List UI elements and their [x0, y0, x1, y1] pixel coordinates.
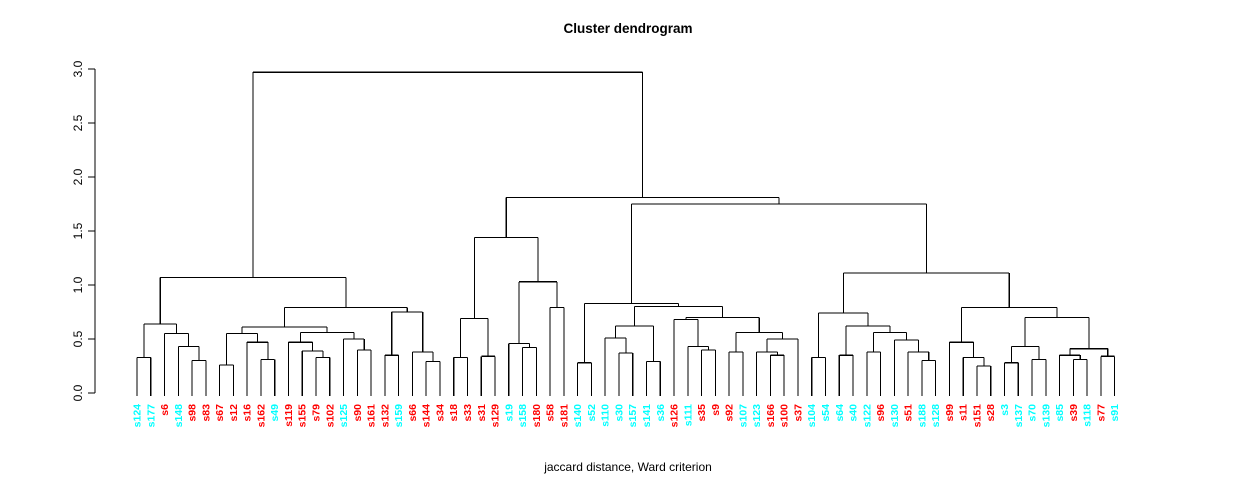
leaf-label: s34	[434, 404, 446, 422]
leaf-label: s144	[421, 404, 433, 428]
leaf-label: s40	[848, 404, 860, 422]
leaf-label: s140	[572, 404, 584, 428]
leaf-label: s58	[545, 404, 557, 422]
leaf-label: s83	[200, 404, 212, 422]
leaf-label: s36	[655, 404, 667, 422]
leaf-label: s180	[531, 404, 543, 428]
leaf-label: s12	[228, 404, 240, 422]
leaf-label: s151	[971, 404, 983, 428]
leaf-label: s118	[1082, 404, 1094, 427]
leaf-label: s141	[641, 404, 653, 428]
leaf-label: s64	[834, 404, 846, 422]
y-tick-label: 2.0	[71, 168, 85, 185]
leaf-label: s66	[407, 404, 419, 422]
leaf-label: s49	[269, 404, 281, 422]
y-tick-label: 0.0	[71, 384, 85, 401]
leaf-label: s123	[751, 404, 763, 428]
leaf-label: s99	[944, 404, 956, 422]
y-tick-label: 1.5	[71, 222, 85, 239]
leaf-label: s139	[1040, 404, 1052, 428]
leaf-label: s129	[490, 404, 502, 428]
leaf-label: s111	[682, 404, 694, 426]
leaf-label: s161	[366, 404, 378, 428]
leaf-label: s107	[737, 404, 749, 428]
leaf-label: s70	[1027, 404, 1039, 422]
leaf-label: s16	[242, 404, 254, 422]
leaf-label: s67	[214, 404, 226, 422]
leaf-label: s51	[903, 404, 915, 422]
leaf-label: s177	[145, 404, 157, 428]
leaf-label: s122	[861, 404, 873, 428]
leaf-label: s166	[765, 404, 777, 428]
leaf-label: s130	[889, 404, 901, 428]
leaf-label: s54	[820, 404, 832, 422]
leaf-label: s90	[352, 404, 364, 422]
leaf-label: s100	[779, 404, 791, 428]
figure-text: Cluster dendrogram jaccard distance, Ward…	[543, 21, 712, 474]
leaf-label: s18	[448, 404, 460, 422]
leaf-label: s148	[173, 404, 185, 428]
leaf-label: s35	[696, 404, 708, 422]
y-axis: 0.0 0.5 1.0 1.5 2.0 2.5 3.0	[71, 60, 96, 401]
leaf-label: s77	[1095, 404, 1107, 422]
leaf-labels: s124 s177 s6 s148 s98 s83 s67 s12 s16 s162 s49 s119…	[132, 404, 1122, 428]
leaf-label: s28	[985, 404, 997, 422]
leaf-label: s104	[806, 404, 818, 428]
y-tick-label: 1.0	[71, 276, 85, 293]
leaf-label: s159	[393, 404, 405, 428]
leaf-label: s137	[1013, 404, 1025, 428]
leaf-label: s157	[627, 404, 639, 428]
leaf-label: s158	[517, 404, 529, 428]
leaf-label: s126	[669, 404, 681, 428]
leaf-label: s98	[187, 404, 199, 422]
leaf-label: s91	[1109, 404, 1121, 422]
leaf-label: s125	[338, 404, 350, 428]
leaf-label: s79	[311, 404, 323, 422]
y-tick-label: 2.5	[71, 114, 85, 131]
leaf-label: s37	[792, 404, 804, 422]
leaf-label: s124	[132, 404, 144, 428]
chart-title: Cluster dendrogram	[563, 21, 692, 36]
leaf-label: s102	[324, 404, 336, 428]
dendrogram-tree	[136, 71, 1116, 396]
leaf-label: s11	[958, 404, 970, 421]
leaf-label: s162	[255, 404, 267, 428]
leaf-label: s155	[297, 404, 309, 428]
leaf-label: s110	[600, 404, 612, 427]
leaf-label: s92	[724, 404, 736, 422]
leaf-label: s96	[875, 404, 887, 422]
leaf-label: s9	[710, 404, 722, 416]
leaf-label: s6	[159, 404, 171, 416]
leaf-label: s132	[379, 404, 391, 428]
leaf-label: s3	[999, 404, 1011, 416]
leaf-label: s119	[283, 404, 295, 427]
leaf-label: s31	[476, 404, 488, 422]
leaf-label: s30	[613, 404, 625, 422]
leaf-label: s33	[462, 404, 474, 422]
y-tick-label: 3.0	[71, 60, 85, 77]
leaf-label: s181	[558, 404, 570, 428]
leaf-label: s52	[586, 404, 598, 422]
leaf-label: s19	[503, 404, 515, 422]
leaf-label: s188	[916, 404, 928, 428]
y-tick-label: 0.5	[71, 330, 85, 347]
leaf-label: s39	[1068, 404, 1080, 422]
x-axis-label: jaccard distance, Ward criterion	[543, 460, 712, 474]
leaf-label: s85	[1054, 404, 1066, 422]
leaf-label: s128	[930, 404, 942, 428]
